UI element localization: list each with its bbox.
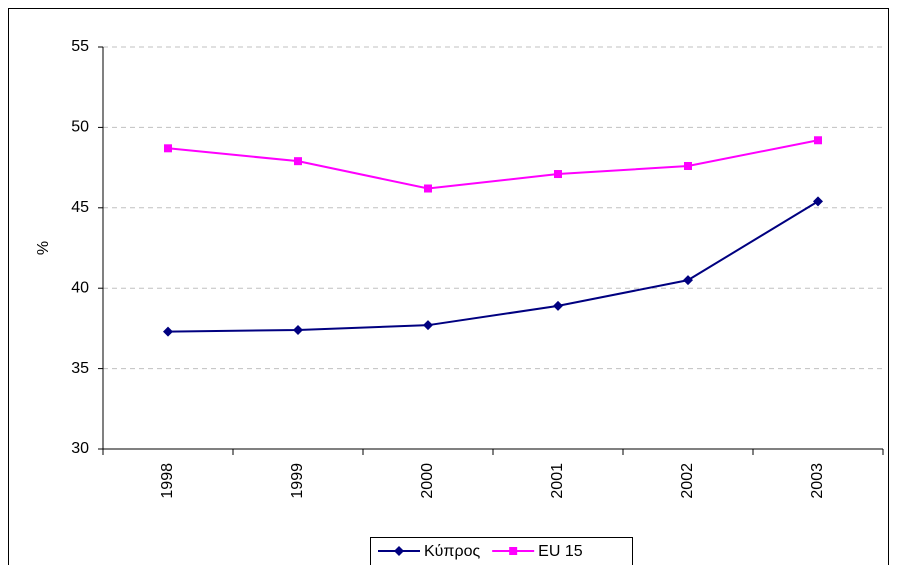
marker xyxy=(163,326,173,337)
marker xyxy=(294,157,302,166)
marker xyxy=(553,300,563,311)
y-tick-label: 30 xyxy=(71,440,89,457)
marker xyxy=(814,136,822,145)
y-tick-label: 55 xyxy=(71,38,89,55)
x-tick-label: 2002 xyxy=(679,463,696,499)
marker xyxy=(554,170,562,179)
legend-label: EU 15 xyxy=(538,543,583,560)
y-tick-label: 45 xyxy=(71,199,89,216)
x-tick-label: 1999 xyxy=(289,463,306,499)
x-tick-label: 2000 xyxy=(419,463,436,499)
series-line xyxy=(167,200,819,333)
y-tick-label: 35 xyxy=(71,360,89,377)
series-line xyxy=(167,139,819,190)
x-tick-label: 2001 xyxy=(549,463,566,499)
marker xyxy=(394,546,404,556)
chart-frame xyxy=(8,8,889,565)
marker xyxy=(293,325,303,336)
marker xyxy=(164,144,172,153)
marker xyxy=(423,320,433,331)
marker xyxy=(509,547,518,555)
y-tick-label: 40 xyxy=(71,279,89,296)
y-tick-label: 50 xyxy=(71,119,89,136)
y-axis-title: % xyxy=(35,241,52,255)
marker xyxy=(683,275,693,286)
x-tick-label: 2003 xyxy=(809,463,826,499)
x-tick-label: 1998 xyxy=(159,463,176,499)
marker xyxy=(684,161,692,170)
marker xyxy=(813,196,823,207)
marker xyxy=(424,184,432,193)
legend-label: Κύπρος xyxy=(424,543,480,560)
